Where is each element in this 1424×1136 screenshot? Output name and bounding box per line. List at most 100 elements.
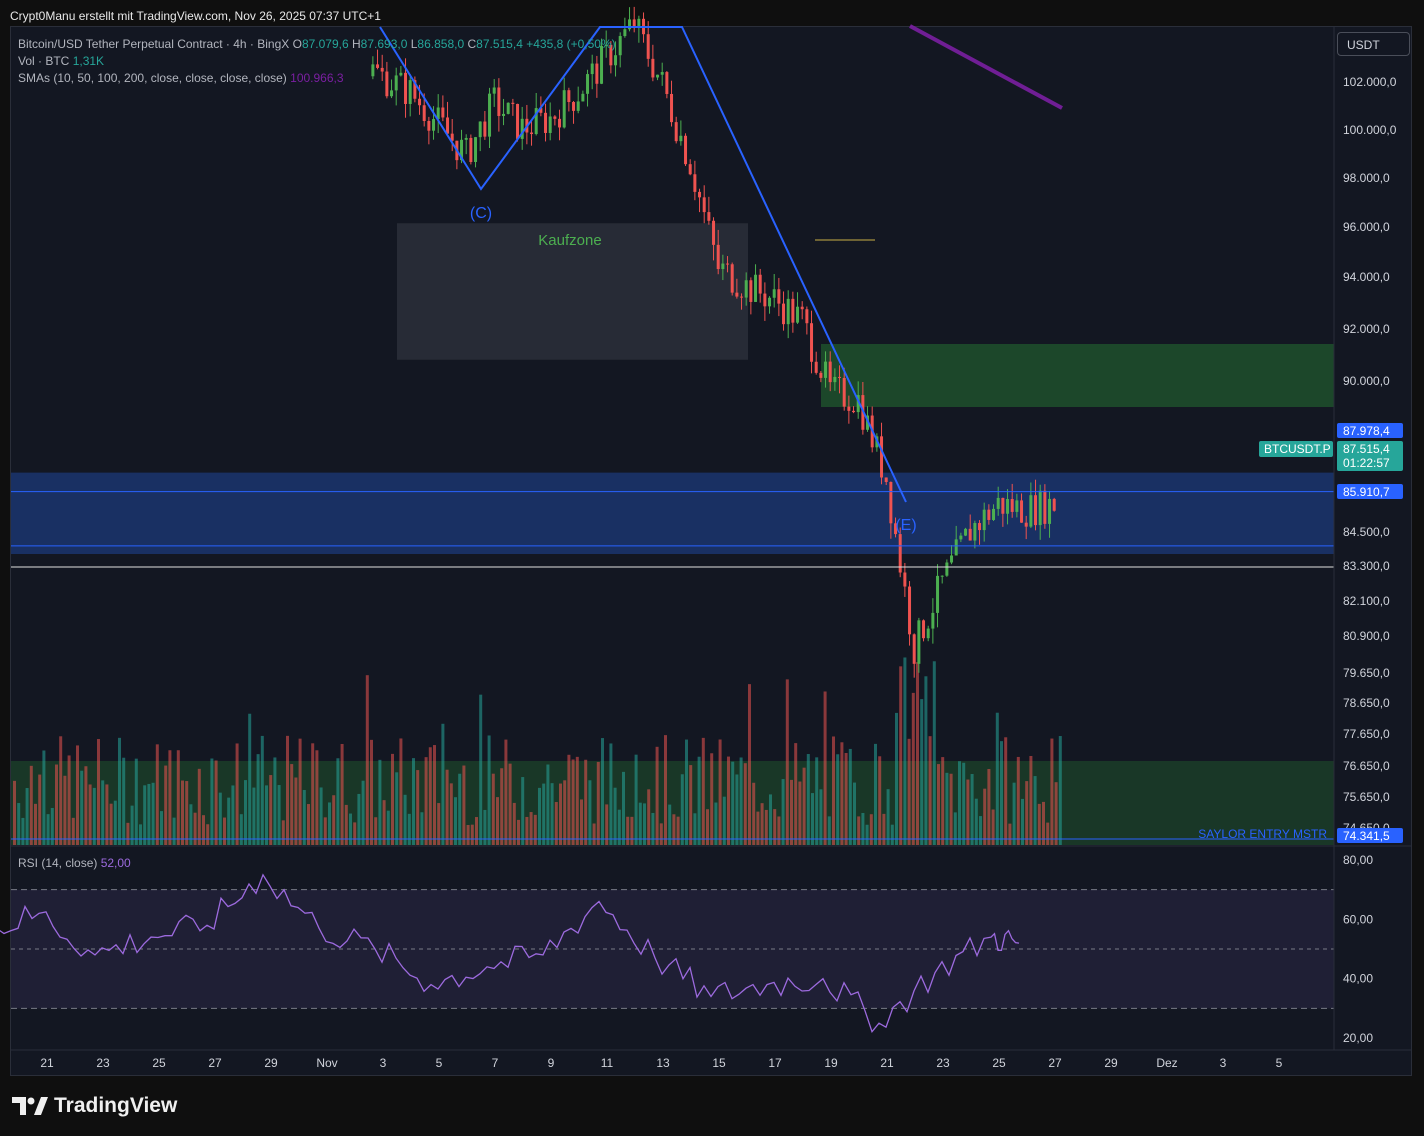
date-tick: 5: [436, 1056, 443, 1070]
volume-bar: [172, 817, 176, 845]
rsi-tick: 60,00: [1343, 912, 1373, 926]
candle-body: [376, 64, 380, 68]
volume-bar: [626, 816, 630, 845]
date-tick: 25: [992, 1056, 1006, 1070]
volume-bar: [223, 817, 226, 845]
volume-bar: [403, 794, 407, 845]
candle-body: [684, 135, 688, 165]
candle-body: [371, 64, 375, 77]
ohlc-h-label: H: [352, 37, 361, 51]
volume-bar: [252, 787, 256, 845]
symbol-tag: BTCUSDT.P: [1264, 442, 1331, 456]
candle-body: [656, 74, 660, 78]
date-tick: 29: [264, 1056, 278, 1070]
volume-bar: [143, 785, 147, 845]
candle-body: [581, 93, 585, 102]
candle-body: [660, 72, 664, 75]
volume-bar: [286, 735, 289, 845]
volume-bar: [168, 750, 172, 845]
volume-bar: [38, 774, 42, 845]
candle-body: [1006, 499, 1010, 514]
volume-bar: [806, 754, 810, 845]
candle-body: [954, 539, 958, 556]
date-tick: 11: [601, 1056, 614, 1070]
volume-bar: [122, 757, 126, 845]
volume-bar: [202, 815, 205, 845]
volume-bar: [634, 754, 638, 845]
candle-body: [819, 372, 823, 378]
volume-bar: [420, 812, 424, 845]
candle-body: [544, 112, 548, 133]
rsi-legend[interactable]: RSI (14, close) 52,00: [18, 856, 131, 870]
volume-bar: [945, 772, 949, 845]
volume-legend[interactable]: Vol · BTC 1,31K: [18, 54, 104, 68]
volume-bar: [613, 787, 617, 845]
volume-bar: [890, 824, 894, 845]
volume-bar: [819, 789, 823, 845]
candle-body: [735, 292, 739, 297]
volume-bar: [71, 817, 75, 845]
date-tick: 27: [1048, 1056, 1062, 1070]
volume-bar: [13, 780, 16, 845]
volume-bar: [428, 747, 432, 845]
candle-body: [520, 118, 524, 139]
volume-bar: [722, 796, 726, 845]
price-label-bg: [1337, 423, 1403, 438]
volume-bar: [76, 745, 79, 845]
candle-body: [842, 377, 846, 407]
volume-bar: [886, 789, 890, 845]
volume-bar: [260, 735, 264, 845]
volume-bar: [155, 744, 159, 845]
volume-bar: [525, 816, 529, 845]
candle-body: [511, 102, 515, 104]
candle-body: [688, 164, 692, 175]
candle-body: [614, 55, 618, 66]
date-tick: Dez: [1156, 1056, 1177, 1070]
candle-body: [889, 481, 893, 524]
candle-body: [782, 303, 786, 325]
ohlc-l-label: L: [410, 37, 418, 51]
volume-bar: [130, 805, 134, 845]
volume-bar: [617, 809, 621, 845]
candle-body: [758, 274, 762, 294]
watermark-text: Crypt0Manu erstellt mit TradingView.com,…: [10, 9, 381, 23]
volume-bar: [983, 788, 987, 845]
currency-button[interactable]: USDT: [1337, 32, 1410, 56]
candle-body: [1024, 522, 1028, 527]
ohlc-o-label: O: [292, 37, 302, 51]
volume-bar: [874, 743, 877, 845]
rsi-tick: 20,00: [1343, 1031, 1373, 1045]
volume-bar: [899, 666, 903, 845]
volume-bar: [781, 779, 785, 845]
candle-body: [586, 74, 590, 94]
volume-bar: [907, 738, 911, 845]
volume-bar: [281, 820, 285, 845]
volume-bar: [966, 779, 970, 845]
tradingview-logo[interactable]: TradingView: [12, 1094, 177, 1118]
candle-body: [427, 120, 431, 131]
volume-bar: [273, 757, 277, 845]
overlays-layer: (C) Kaufzone (E) SAYLOR ENTRY MSTR: [11, 24, 1334, 841]
volume-bar: [735, 774, 739, 845]
candle-body: [516, 103, 520, 139]
symbol-legend[interactable]: Bitcoin/USD Tether Perpetual Contract · …: [18, 37, 616, 51]
volume-bar: [550, 783, 554, 845]
volume-bar: [773, 809, 777, 845]
candle-body: [539, 108, 543, 113]
candle-body: [595, 63, 599, 84]
volume-bar: [1016, 756, 1020, 845]
volume-bar: [491, 773, 495, 845]
volume-bar: [105, 784, 109, 845]
volume-bar: [349, 813, 352, 845]
volume-bar: [743, 763, 747, 845]
volume-bar: [827, 816, 831, 845]
candle-body: [394, 75, 398, 91]
volume-bar: [567, 754, 571, 845]
volume-bar: [164, 765, 168, 845]
volume-bar: [361, 780, 365, 845]
countdown-label: 01:22:57: [1343, 456, 1390, 470]
zone-resistance: [821, 344, 1334, 407]
sma-legend[interactable]: SMAs (10, 50, 100, 200, close, close, cl…: [18, 71, 344, 85]
candle-body: [478, 121, 482, 138]
